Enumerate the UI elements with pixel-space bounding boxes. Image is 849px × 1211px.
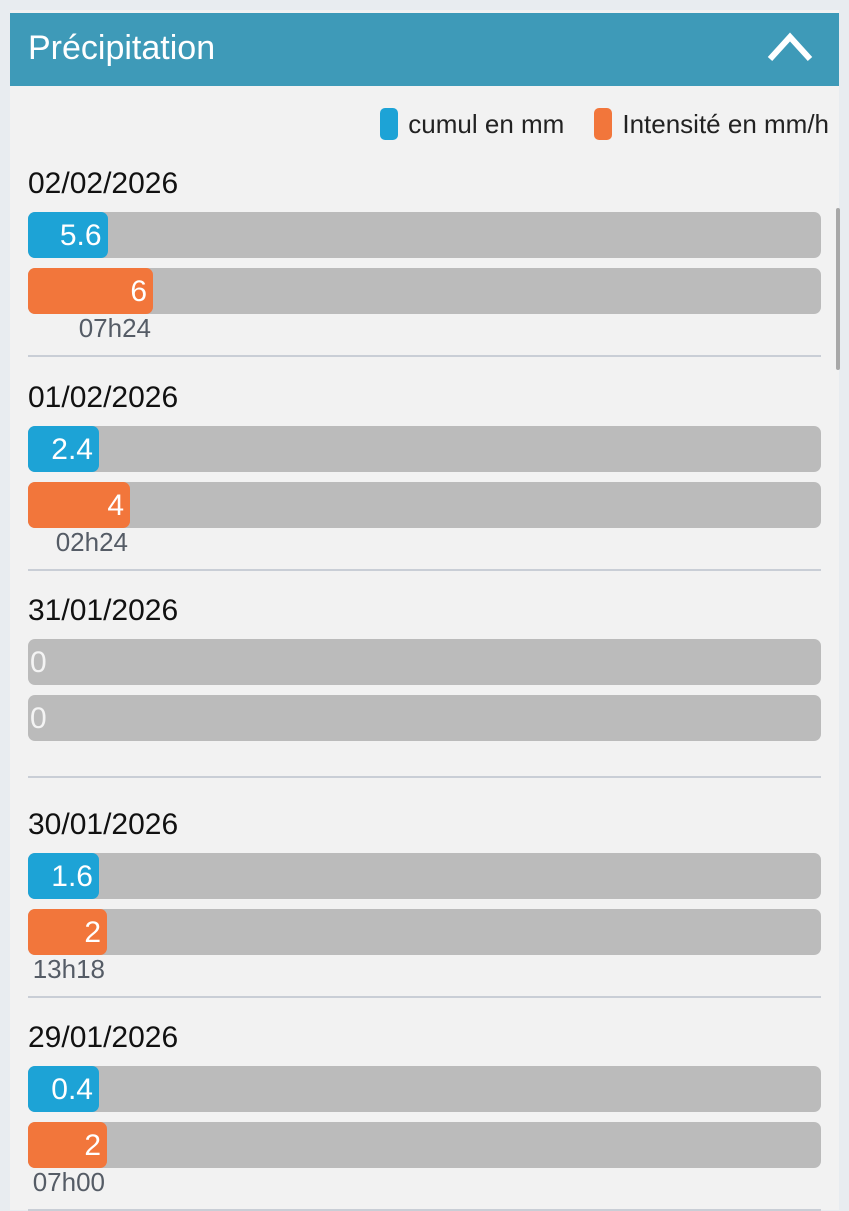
day-date: 02/02/2026 [28,167,179,200]
cumul-fill: 2.4 [28,425,99,472]
legend-swatch-cumul [380,108,399,140]
day-divider [28,355,821,357]
scrollbar[interactable] [836,208,840,370]
cumul-bar: 5.6 [28,212,821,258]
intensity-time: 13h18 [32,953,105,984]
cumul-bar: 0 [28,639,821,685]
cumul-bar: 1.6 [28,852,821,899]
intensity-bar: 6 [28,268,821,314]
day-divider [28,995,821,998]
day-date: 01/02/2026 [28,380,179,414]
legend-label-cumul: cumul en mm [408,108,565,139]
intensity-fill: 6 [28,268,153,314]
cumul-fill: 1.6 [28,852,99,899]
intensity-bar: 2 [28,1122,821,1168]
legend: cumul en mm Intensité en mm/h [380,108,829,140]
intensity-fill: 2 [28,908,107,955]
cumul-fill: 0.4 [28,1066,99,1112]
legend-label-intensity: Intensité en mm/h [622,108,829,139]
intensity-fill: 4 [28,481,130,528]
cumul-bar: 0.4 [28,1066,821,1112]
day-divider [28,568,821,571]
intensity-fill: 2 [28,1122,107,1168]
intensity-bar: 2 [28,908,821,955]
day-date: 29/01/2026 [28,1021,179,1054]
chevron-up-icon[interactable] [765,27,815,67]
panel-header[interactable]: Précipitation [10,13,839,86]
panel-title: Précipitation [28,29,216,67]
intensity-time: 07h24 [78,313,151,343]
legend-swatch-intensity [594,108,613,140]
intensity-time: 02h24 [55,526,128,557]
cumul-bar: 2.4 [28,425,821,472]
cumul-fill: 5.6 [28,212,108,258]
cumul-value: 0 [30,646,47,679]
intensity-bar: 0 [28,695,821,741]
intensity-value: 0 [30,702,47,735]
intensity-time: 07h00 [32,1167,105,1197]
day-divider [28,776,821,778]
day-date: 31/01/2026 [28,594,179,627]
intensity-bar: 4 [28,481,821,528]
day-date: 30/01/2026 [28,807,179,841]
precipitation-panel [10,10,839,1210]
